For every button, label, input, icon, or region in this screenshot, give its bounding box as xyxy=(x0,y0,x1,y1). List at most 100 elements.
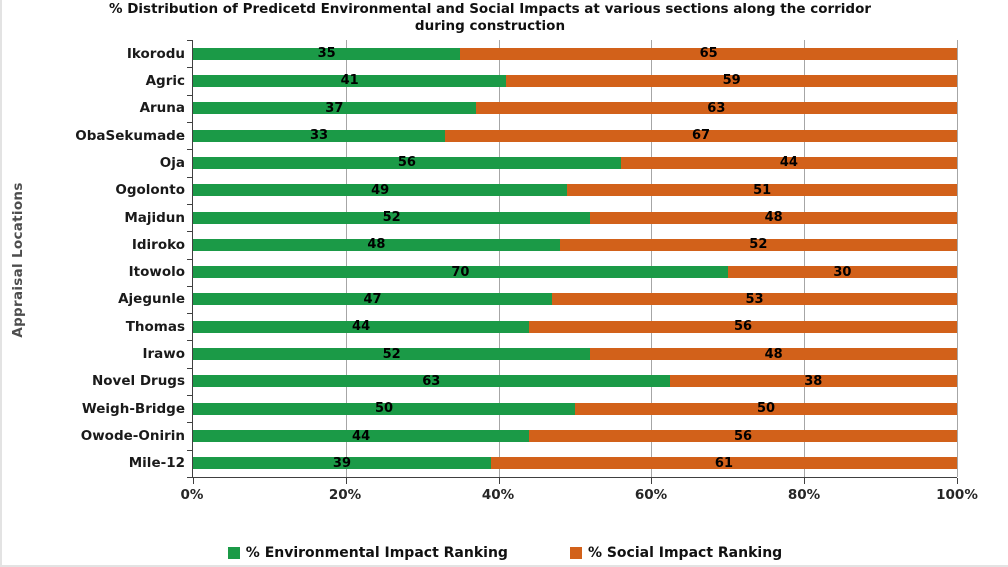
y-tick-mark xyxy=(187,94,193,96)
social-segment: 51 xyxy=(567,182,957,198)
environmental-segment: 44 xyxy=(193,428,530,444)
legend: % Environmental Impact Ranking % Social … xyxy=(2,545,1008,561)
environmental-segment: 41 xyxy=(193,74,507,87)
social-segment: 67 xyxy=(445,129,957,142)
environmental-value-label: 56 xyxy=(397,155,416,171)
environmental-value-label: 48 xyxy=(367,237,386,253)
social-segment: 56 xyxy=(529,320,957,333)
x-tick-label: 20% xyxy=(328,487,362,503)
stacked-bar: 37 63 xyxy=(193,100,957,116)
bar-row: ObaSekumade 33 67 xyxy=(75,122,957,149)
bar-rows: Ikorodu 35 65 Agric 41 59 Aruna 37 xyxy=(75,40,957,477)
bar-row: Owode-Onirin 44 56 xyxy=(81,422,957,449)
category-label: Aruna xyxy=(139,100,185,117)
environmental-segment: 63 xyxy=(193,375,670,388)
environmental-segment: 50 xyxy=(193,402,575,415)
bar-row: Weigh-Bridge 50 50 xyxy=(82,395,957,422)
x-axis-tick-labels: 0% 20% 40% 60% 80% 100% xyxy=(181,487,978,505)
environmental-value-label: 70 xyxy=(451,264,470,280)
stacked-bar: 33 67 xyxy=(193,129,957,142)
environmental-value-label: 44 xyxy=(352,319,371,335)
y-tick-mark xyxy=(187,40,193,41)
environmental-segment: 56 xyxy=(193,155,621,171)
x-tick-mark xyxy=(651,478,653,484)
category-label: Majidun xyxy=(124,209,185,226)
social-value-label: 38 xyxy=(804,373,823,389)
environmental-segment: 48 xyxy=(193,237,560,253)
gridline xyxy=(804,40,806,477)
x-tick-mark xyxy=(193,478,194,484)
bar-row: Aruna 37 63 xyxy=(140,95,957,122)
legend-label-environmental: % Environmental Impact Ranking xyxy=(245,545,508,561)
social-value-label: 50 xyxy=(756,401,776,417)
social-value-label: 63 xyxy=(707,100,726,116)
stacked-bar: 49 51 xyxy=(193,182,957,198)
y-tick-mark xyxy=(187,340,193,342)
category-label: Idiroko xyxy=(131,236,185,253)
social-segment: 65 xyxy=(460,46,957,62)
y-tick-mark xyxy=(187,149,193,151)
x-tick-label: 40% xyxy=(481,487,515,503)
social-segment: 44 xyxy=(620,155,957,171)
environmental-segment: 52 xyxy=(193,211,591,224)
environmental-segment: 44 xyxy=(193,319,530,335)
category-label: Weigh-Bridge xyxy=(81,400,185,417)
social-value-label: 44 xyxy=(779,155,798,171)
bar-row: Majidun 52 48 xyxy=(124,204,957,231)
social-value-label: 65 xyxy=(699,46,718,62)
environmental-segment: 52 xyxy=(193,346,591,362)
stacked-bar: 35 65 xyxy=(193,46,957,62)
environmental-swatch-icon xyxy=(227,547,240,559)
gridline xyxy=(498,40,500,477)
legend-item-social: % Social Impact Ranking xyxy=(569,545,782,561)
environmental-segment: 47 xyxy=(193,291,553,307)
x-tick-label: 80% xyxy=(787,487,821,503)
stacked-bar: 44 56 xyxy=(193,428,957,444)
bar-row: Thomas 44 56 xyxy=(126,313,957,340)
bar-row: Novel Drugs 63 38 xyxy=(92,368,957,395)
environmental-value-label: 47 xyxy=(363,291,382,307)
stacked-bar: 52 48 xyxy=(193,210,957,226)
social-segment: 30 xyxy=(727,266,957,279)
y-tick-mark xyxy=(187,422,193,424)
category-label: Thomas xyxy=(125,318,185,335)
bar-row: Irawo 52 48 xyxy=(142,340,957,367)
social-value-label: 53 xyxy=(745,291,764,307)
environmental-value-label: 49 xyxy=(371,182,390,198)
social-segment: 61 xyxy=(490,455,957,471)
y-tick-mark xyxy=(187,285,193,287)
social-segment: 59 xyxy=(506,73,957,89)
gridline xyxy=(957,40,958,477)
category-label: Irawo xyxy=(142,346,185,363)
x-tick-mark xyxy=(804,478,806,484)
social-value-label: 51 xyxy=(753,182,772,198)
stacked-bar: 70 30 xyxy=(193,264,957,280)
social-value-label: 48 xyxy=(764,210,783,226)
bar-row: Agric 41 59 xyxy=(146,67,957,94)
stacked-bar: 52 48 xyxy=(193,346,957,362)
x-tick-label: 0% xyxy=(180,487,204,503)
legend-item-environmental: % Environmental Impact Ranking xyxy=(227,545,508,561)
social-value-label: 61 xyxy=(714,455,734,471)
environmental-value-label: 52 xyxy=(382,346,401,362)
y-tick-mark xyxy=(187,313,193,315)
category-label: Owode-Onirin xyxy=(80,428,185,445)
y-tick-mark xyxy=(187,67,193,69)
category-label: Mile-12 xyxy=(128,455,185,472)
stacked-bar: 47 53 xyxy=(193,291,957,307)
category-label: Agric xyxy=(145,72,185,89)
bar-row: Ikorodu 35 65 xyxy=(127,40,957,67)
chart-title-line1: % Distribution of Predicetd Environmenta… xyxy=(108,1,872,17)
x-tick-label: 100% xyxy=(936,487,978,503)
social-swatch-icon xyxy=(569,547,582,559)
environmental-segment: 37 xyxy=(193,102,476,115)
social-segment: 63 xyxy=(475,100,957,116)
y-axis-title: Appraisal Locations xyxy=(10,182,26,338)
environmental-value-label: 44 xyxy=(352,428,371,444)
y-tick-mark xyxy=(187,258,193,260)
bar-row: Ajegunle 47 53 xyxy=(118,286,957,313)
social-value-label: 59 xyxy=(722,73,741,89)
category-label: Itowolo xyxy=(128,264,185,281)
x-tick-mark xyxy=(345,478,347,484)
